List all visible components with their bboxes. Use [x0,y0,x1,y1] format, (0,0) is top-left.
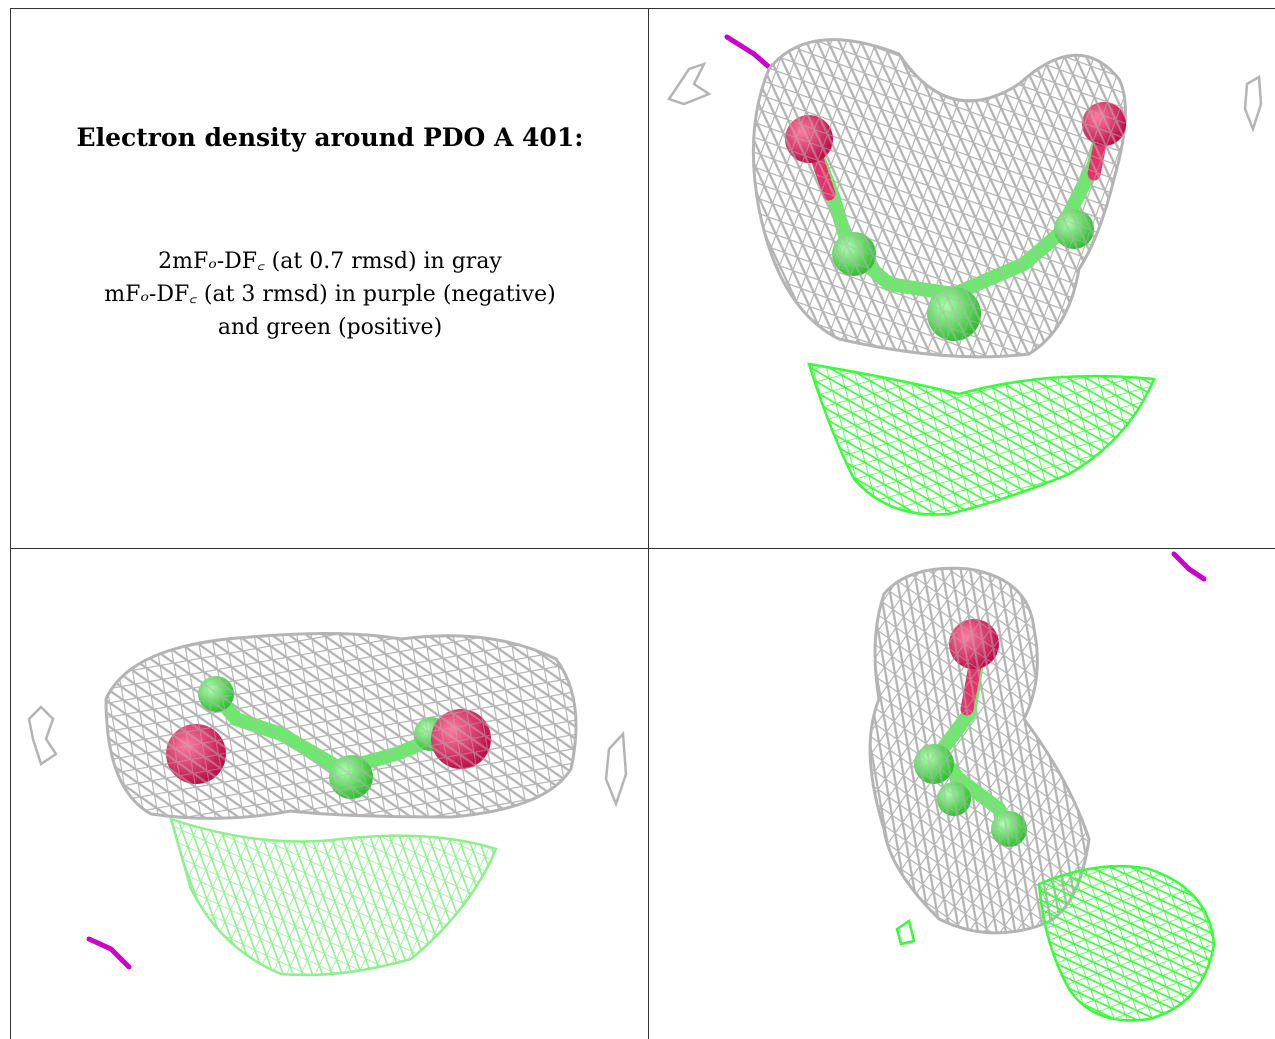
legend-line-fofc: mFₒ-DF꜀ (at 3 rmsd) in purple (negative) [104,282,556,307]
gray-mesh-fragment [667,61,712,106]
positive-density-mesh [1037,864,1216,1022]
caption-cell: Electron density around PDO A 401: 2mFₒ-… [11,9,648,548]
negative-density-fragment [86,936,132,970]
legend-line-2fofc: 2mFₒ-DF꜀ (at 0.7 rmsd) in gray [158,249,502,274]
positive-density-mesh [169,817,498,977]
positive-density-fragment [895,918,916,946]
table-row-divider [10,548,1275,549]
table-column-divider [648,8,649,1039]
negative-density-fragment [1171,551,1207,582]
caption-legend: 2mFₒ-DF꜀ (at 0.7 rmsd) in gray mFₒ-DF꜀ (… [11,245,648,344]
table-border-left [10,8,11,1039]
view-top-right [649,9,1275,548]
gray-mesh-fragment [604,731,628,808]
view-bottom-left [11,549,648,1039]
gray-mesh-fragment [27,705,58,766]
positive-density-mesh [807,362,1156,516]
gray-mesh-fragment [1243,74,1263,133]
view-bottom-right [649,549,1275,1039]
table-border-top [10,8,1275,9]
caption-title: Electron density around PDO A 401: [76,123,584,152]
negative-density-fragment [724,34,772,70]
legend-line-fofc-cont: and green (positive) [217,315,443,340]
